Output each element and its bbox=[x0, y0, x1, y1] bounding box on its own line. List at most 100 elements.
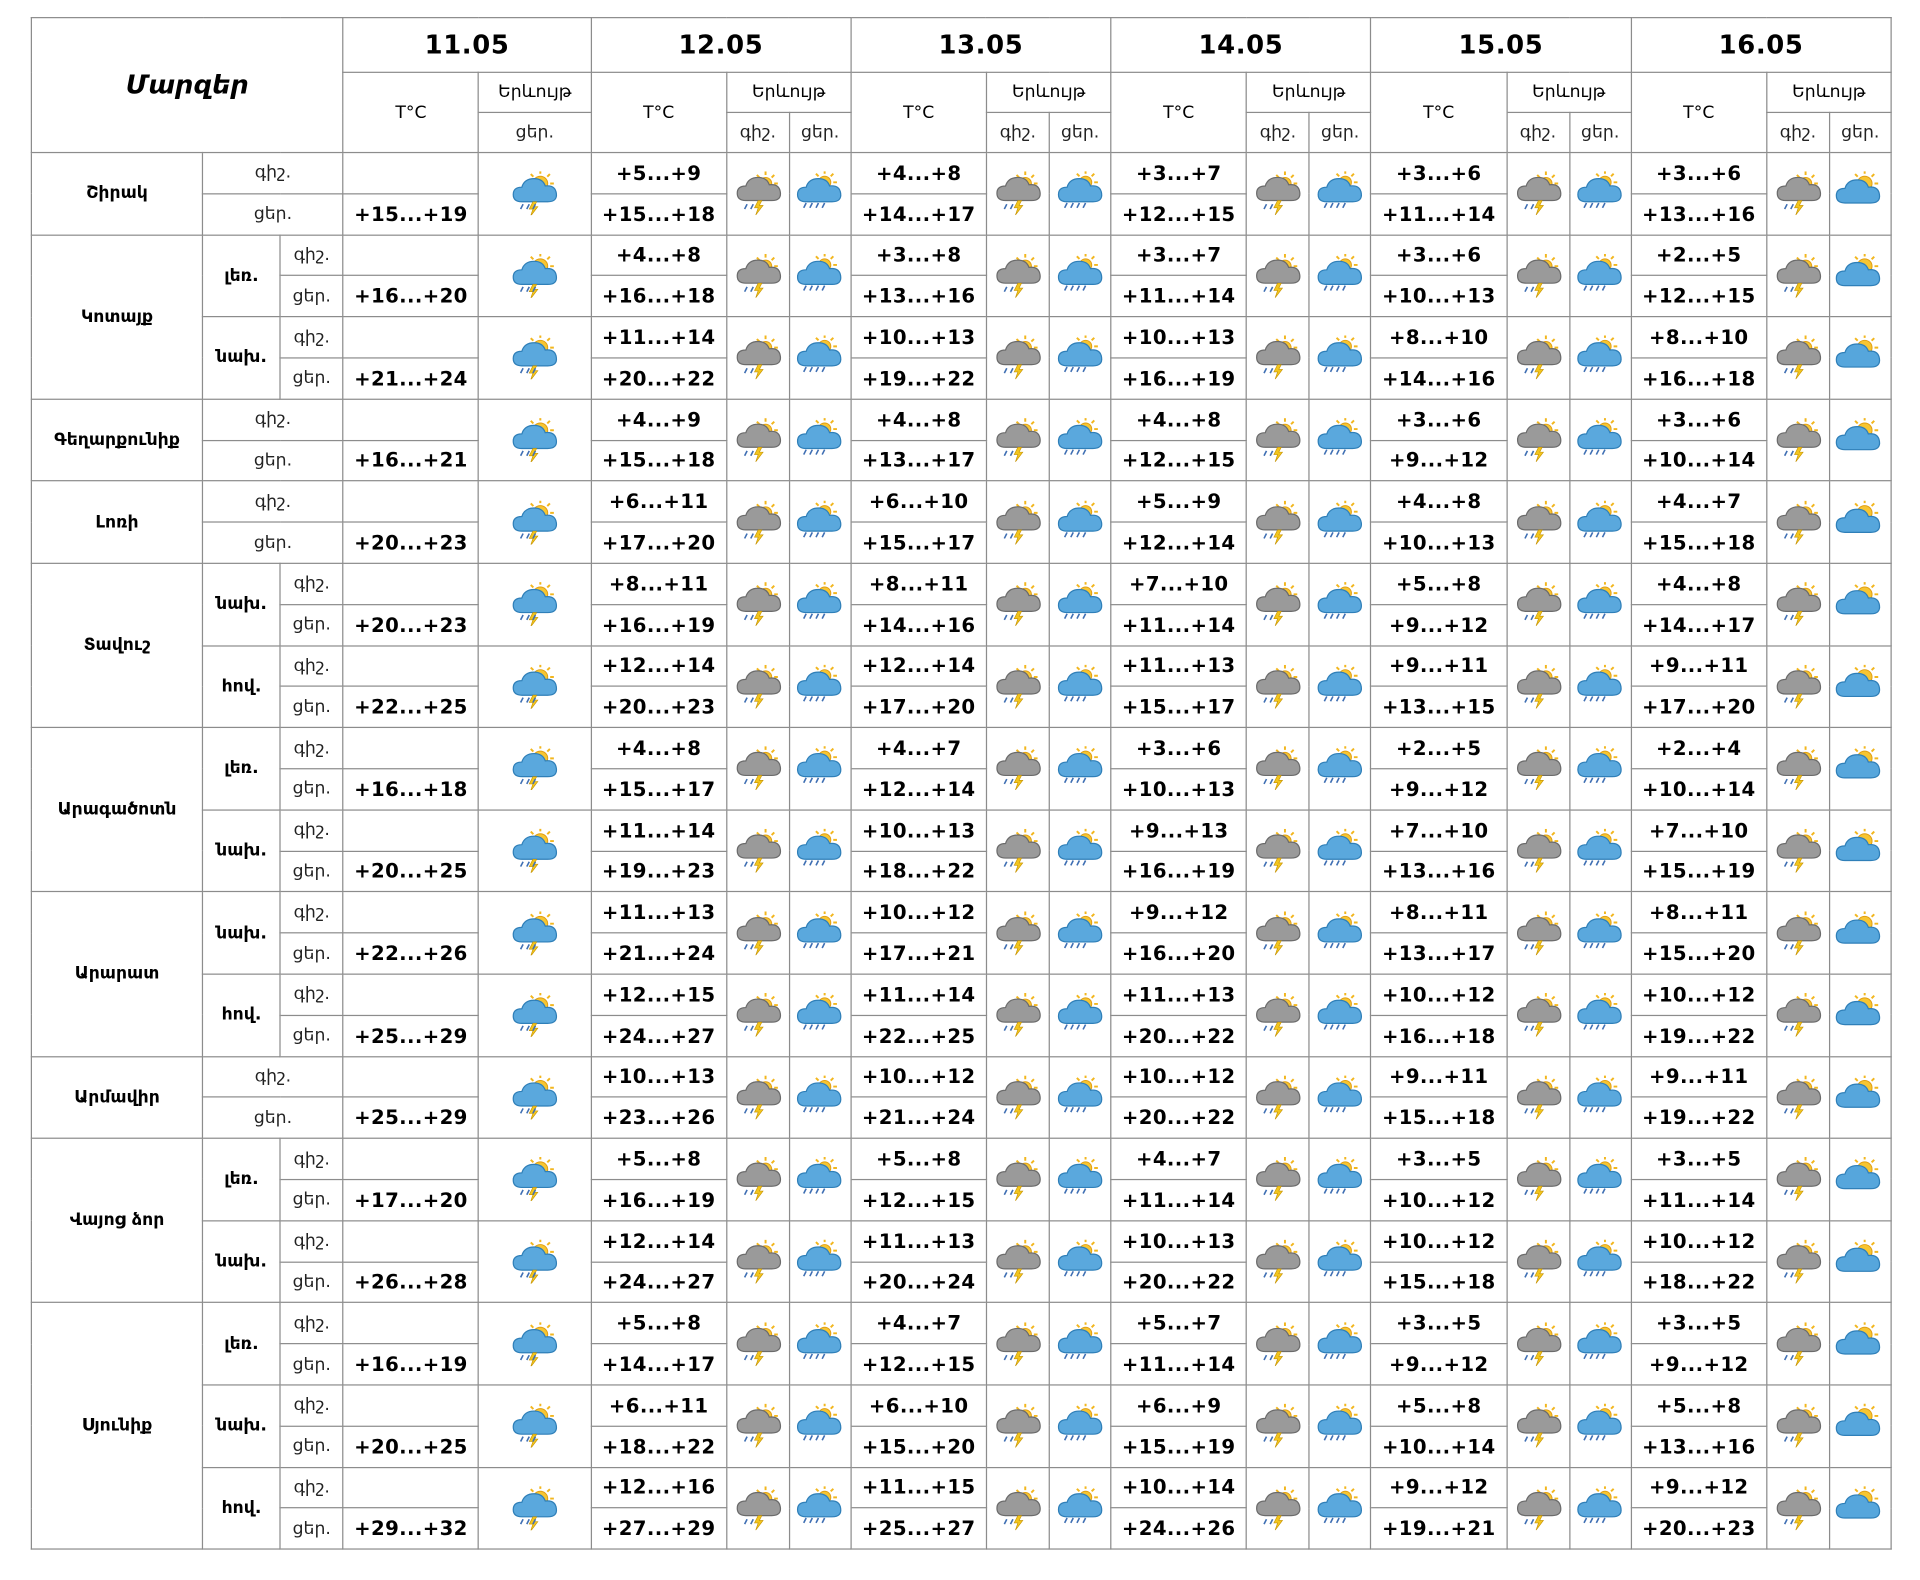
weather-day-cell bbox=[1308, 1384, 1372, 1468]
sun-cloud-rain-thunder-icon bbox=[480, 1157, 590, 1202]
day-column-header: ցեր. bbox=[1568, 111, 1632, 154]
temp-day-cell: +10...+13 bbox=[1110, 768, 1248, 811]
temp-night-cell: +6...+11 bbox=[590, 1384, 728, 1427]
sun-grey-cloud-thunder-rain-icon bbox=[988, 1486, 1048, 1530]
table-row: ցեր. +25...+29 +24...+27 +22...+25 +20...+22… bbox=[31, 1014, 1891, 1057]
temp-night-cell: +5...+8 bbox=[1370, 562, 1508, 605]
weather-night-cell bbox=[1765, 1466, 1831, 1550]
temp-day-cell: +9...+12 bbox=[1630, 1343, 1768, 1386]
weather-day-cell bbox=[788, 1137, 852, 1222]
sun-blue-cloud-rain-icon bbox=[1051, 582, 1110, 626]
weather-day-cell bbox=[478, 1466, 592, 1550]
sun-grey-cloud-thunder-rain-icon bbox=[728, 1239, 788, 1284]
weather-night-cell bbox=[1765, 1302, 1831, 1386]
sun-grey-cloud-thunder-rain-icon bbox=[1768, 253, 1828, 298]
temp-day-cell: +15...+18 bbox=[1370, 1096, 1508, 1139]
sun-blue-cloud-icon bbox=[1831, 1486, 1890, 1530]
table-row: ցեր. +20...+25 +18...+22 +15...+20 +15...+19… bbox=[31, 1425, 1891, 1468]
weather-day-cell bbox=[1308, 398, 1372, 482]
temp-night-cell: +11...+13 bbox=[1110, 644, 1248, 688]
sun-grey-cloud-thunder-rain-icon bbox=[1508, 1486, 1568, 1530]
weather-day-cell bbox=[1828, 480, 1892, 564]
sun-grey-cloud-thunder-rain-icon bbox=[1768, 500, 1828, 545]
weather-day-cell bbox=[1828, 316, 1892, 400]
table-row: ցեր. +20...+25 +19...+23 +18...+22 +16...+19… bbox=[31, 850, 1891, 893]
table-row: Գեղարքունիք գիշ. +4...+9 +4...+8 +4...+8 +3..… bbox=[30, 398, 1892, 482]
table-row: նախ. գիշ. +12...+14 +11...+13 +10...+13 +10..… bbox=[31, 1219, 1892, 1304]
table-row: Տավուշ նախ. գիշ. +8...+11 +8...+11 +7...+10 +5… bbox=[30, 562, 1892, 729]
sun-blue-cloud-rain-icon bbox=[1571, 500, 1630, 544]
temp-day-cell: +13...+16 bbox=[1630, 1425, 1768, 1468]
sun-blue-cloud-icon bbox=[1831, 911, 1890, 955]
temp-day-cell: +17...+20 bbox=[590, 521, 728, 564]
temp-day-cell: +19...+22 bbox=[850, 357, 988, 400]
temp-night-cell: +6...+10 bbox=[850, 1384, 988, 1427]
temp-day-cell: +15...+18 bbox=[1370, 1261, 1508, 1304]
time-of-day-label: ցեր. bbox=[202, 1096, 344, 1139]
temp-day-cell: +27...+29 bbox=[590, 1507, 728, 1550]
weather-night-cell bbox=[1245, 644, 1310, 729]
night-column-header: գիշ. bbox=[1765, 111, 1831, 154]
weather-night-cell bbox=[985, 727, 1050, 811]
weather-day-cell bbox=[1048, 973, 1112, 1057]
temp-day-cell: +20...+22 bbox=[1110, 1096, 1248, 1139]
sun-grey-cloud-thunder-rain-icon bbox=[1768, 911, 1828, 955]
weather-night-cell bbox=[1245, 1384, 1310, 1468]
temp-night-cell: +10...+13 bbox=[1110, 1219, 1248, 1263]
time-of-day-label: ցեր. bbox=[279, 357, 344, 400]
weather-day-cell bbox=[1308, 562, 1372, 647]
weather-day-cell bbox=[788, 727, 852, 811]
weather-day-cell bbox=[788, 809, 852, 893]
weather-day-cell bbox=[1828, 973, 1892, 1057]
weather-day-cell bbox=[478, 1302, 592, 1386]
temp-day-cell: +16...+20 bbox=[1110, 932, 1248, 975]
temp-night-cell: +10...+13 bbox=[1110, 316, 1248, 359]
weather-day-cell bbox=[788, 1055, 852, 1139]
temp-day-cell: +13...+17 bbox=[850, 439, 988, 482]
time-of-day-label: գիշ. bbox=[279, 1302, 344, 1345]
sun-blue-cloud-rain-icon bbox=[791, 253, 850, 298]
header-row-dates: Մարզեր 11.05 12.05 13.05 14.05 15.05 16.05 bbox=[30, 17, 1892, 154]
night-column-header: գիշ. bbox=[1505, 111, 1570, 154]
weather-night-cell bbox=[985, 234, 1050, 318]
sun-blue-cloud-rain-icon bbox=[1311, 828, 1370, 873]
temp-night-cell: +12...+14 bbox=[590, 644, 728, 688]
sun-blue-cloud-icon bbox=[1831, 336, 1890, 380]
sun-blue-cloud-rain-icon bbox=[791, 500, 850, 544]
sun-blue-cloud-rain-icon bbox=[1311, 1157, 1370, 1202]
temp-night-cell bbox=[342, 644, 480, 688]
weather-night-cell bbox=[1765, 973, 1831, 1057]
sun-blue-cloud-rain-icon bbox=[1571, 1486, 1630, 1530]
sun-blue-cloud-rain-icon bbox=[1571, 418, 1630, 462]
sun-blue-cloud-rain-icon bbox=[791, 1075, 850, 1119]
sun-cloud-rain-thunder-icon bbox=[480, 1239, 590, 1284]
temp-day-cell: +14...+16 bbox=[1370, 357, 1508, 400]
zone-name: նախ. bbox=[202, 562, 281, 647]
sun-cloud-rain-thunder-icon bbox=[480, 664, 590, 709]
region-name: Արարատ bbox=[30, 891, 204, 1057]
table-row: ցեր. +25...+29 +23...+26 +21...+24 +20...+22… bbox=[31, 1096, 1891, 1139]
temp-day-cell: +13...+15 bbox=[1370, 685, 1508, 729]
temp-day-cell: +20...+23 bbox=[590, 685, 728, 729]
weather-day-cell bbox=[1568, 1219, 1632, 1304]
sun-blue-cloud-rain-icon bbox=[791, 828, 850, 873]
weather-day-cell bbox=[1568, 1466, 1632, 1550]
temp-day-cell: +18...+22 bbox=[1630, 1261, 1768, 1304]
sun-grey-cloud-thunder-rain-icon bbox=[728, 418, 788, 462]
temp-day-cell: +16...+19 bbox=[590, 603, 728, 647]
temp-day-cell: +11...+14 bbox=[1110, 1343, 1248, 1386]
sun-grey-cloud-thunder-rain-icon bbox=[988, 418, 1048, 462]
temp-night-cell: +11...+14 bbox=[590, 809, 728, 852]
temp-day-cell: +9...+12 bbox=[1370, 439, 1508, 482]
sun-blue-cloud-rain-icon bbox=[1571, 746, 1630, 791]
temp-day-cell: +16...+19 bbox=[1110, 850, 1248, 893]
weather-day-cell bbox=[1048, 234, 1112, 318]
weather-day-cell bbox=[478, 727, 592, 811]
sun-blue-cloud-rain-icon bbox=[791, 993, 850, 1037]
weather-day-cell bbox=[1308, 727, 1372, 811]
header-row-labels: T°C Երևույթ T°C Երևույթ T°C Երևույթ T°C Երևույթ… bbox=[31, 71, 1892, 154]
time-of-day-label: գիշ. bbox=[279, 727, 344, 770]
phenomenon-column-header: Երևույթ bbox=[478, 71, 592, 114]
region-name: Վայոց ձոր bbox=[30, 1137, 204, 1304]
time-of-day-label: ցեր. bbox=[279, 1507, 344, 1550]
